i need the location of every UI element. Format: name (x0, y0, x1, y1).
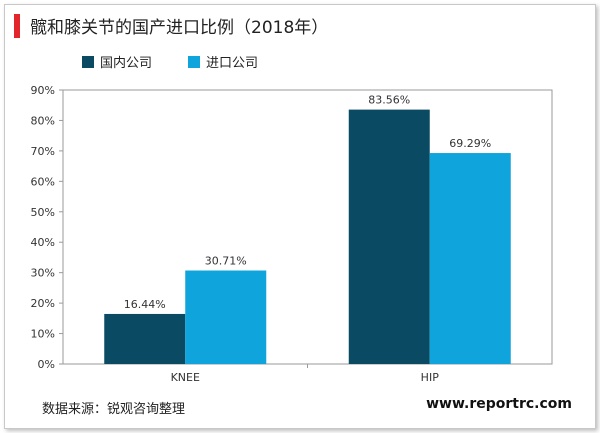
legend-item-domestic: 国内公司 (82, 52, 152, 71)
x-category-label-hip: HIP (421, 371, 440, 384)
y-tick-label: 90% (31, 84, 55, 97)
data-label-hip-imported: 69.29% (449, 137, 491, 150)
title-accent-bar (14, 14, 20, 38)
bar-hip-imported (429, 153, 511, 364)
website-watermark: www.reportrc.com (426, 396, 572, 412)
bar-knee-imported (185, 270, 267, 364)
y-tick-label: 0% (38, 358, 55, 371)
y-tick-label: 50% (31, 206, 55, 219)
chart-title: 髋和膝关节的国产进口比例（2018年） (30, 18, 329, 38)
legend-swatch-imported (188, 55, 200, 68)
data-source: 数据来源：锐观咨询整理 (42, 402, 186, 417)
y-tick-label: 30% (31, 267, 55, 280)
data-label-hip-domestic: 83.56% (368, 94, 410, 107)
legend-swatch-domestic (82, 55, 94, 68)
y-tick-label: 70% (31, 145, 55, 158)
bar-hip-domestic (348, 109, 430, 364)
legend-label-imported: 进口公司 (206, 56, 259, 71)
y-tick-label: 10% (31, 328, 55, 341)
data-label-knee-domestic: 16.44% (124, 298, 166, 311)
y-tick-label: 80% (31, 114, 55, 127)
y-tick-label: 60% (31, 175, 55, 188)
legend-item-imported: 进口公司 (188, 52, 258, 71)
y-tick-label: 20% (31, 297, 55, 310)
data-label-knee-imported: 30.71% (205, 255, 247, 268)
bar-knee-domestic (104, 313, 186, 364)
legend-label-domestic: 国内公司 (100, 56, 153, 71)
y-tick-label: 40% (31, 236, 55, 249)
x-category-label-knee: KNEE (171, 371, 200, 384)
